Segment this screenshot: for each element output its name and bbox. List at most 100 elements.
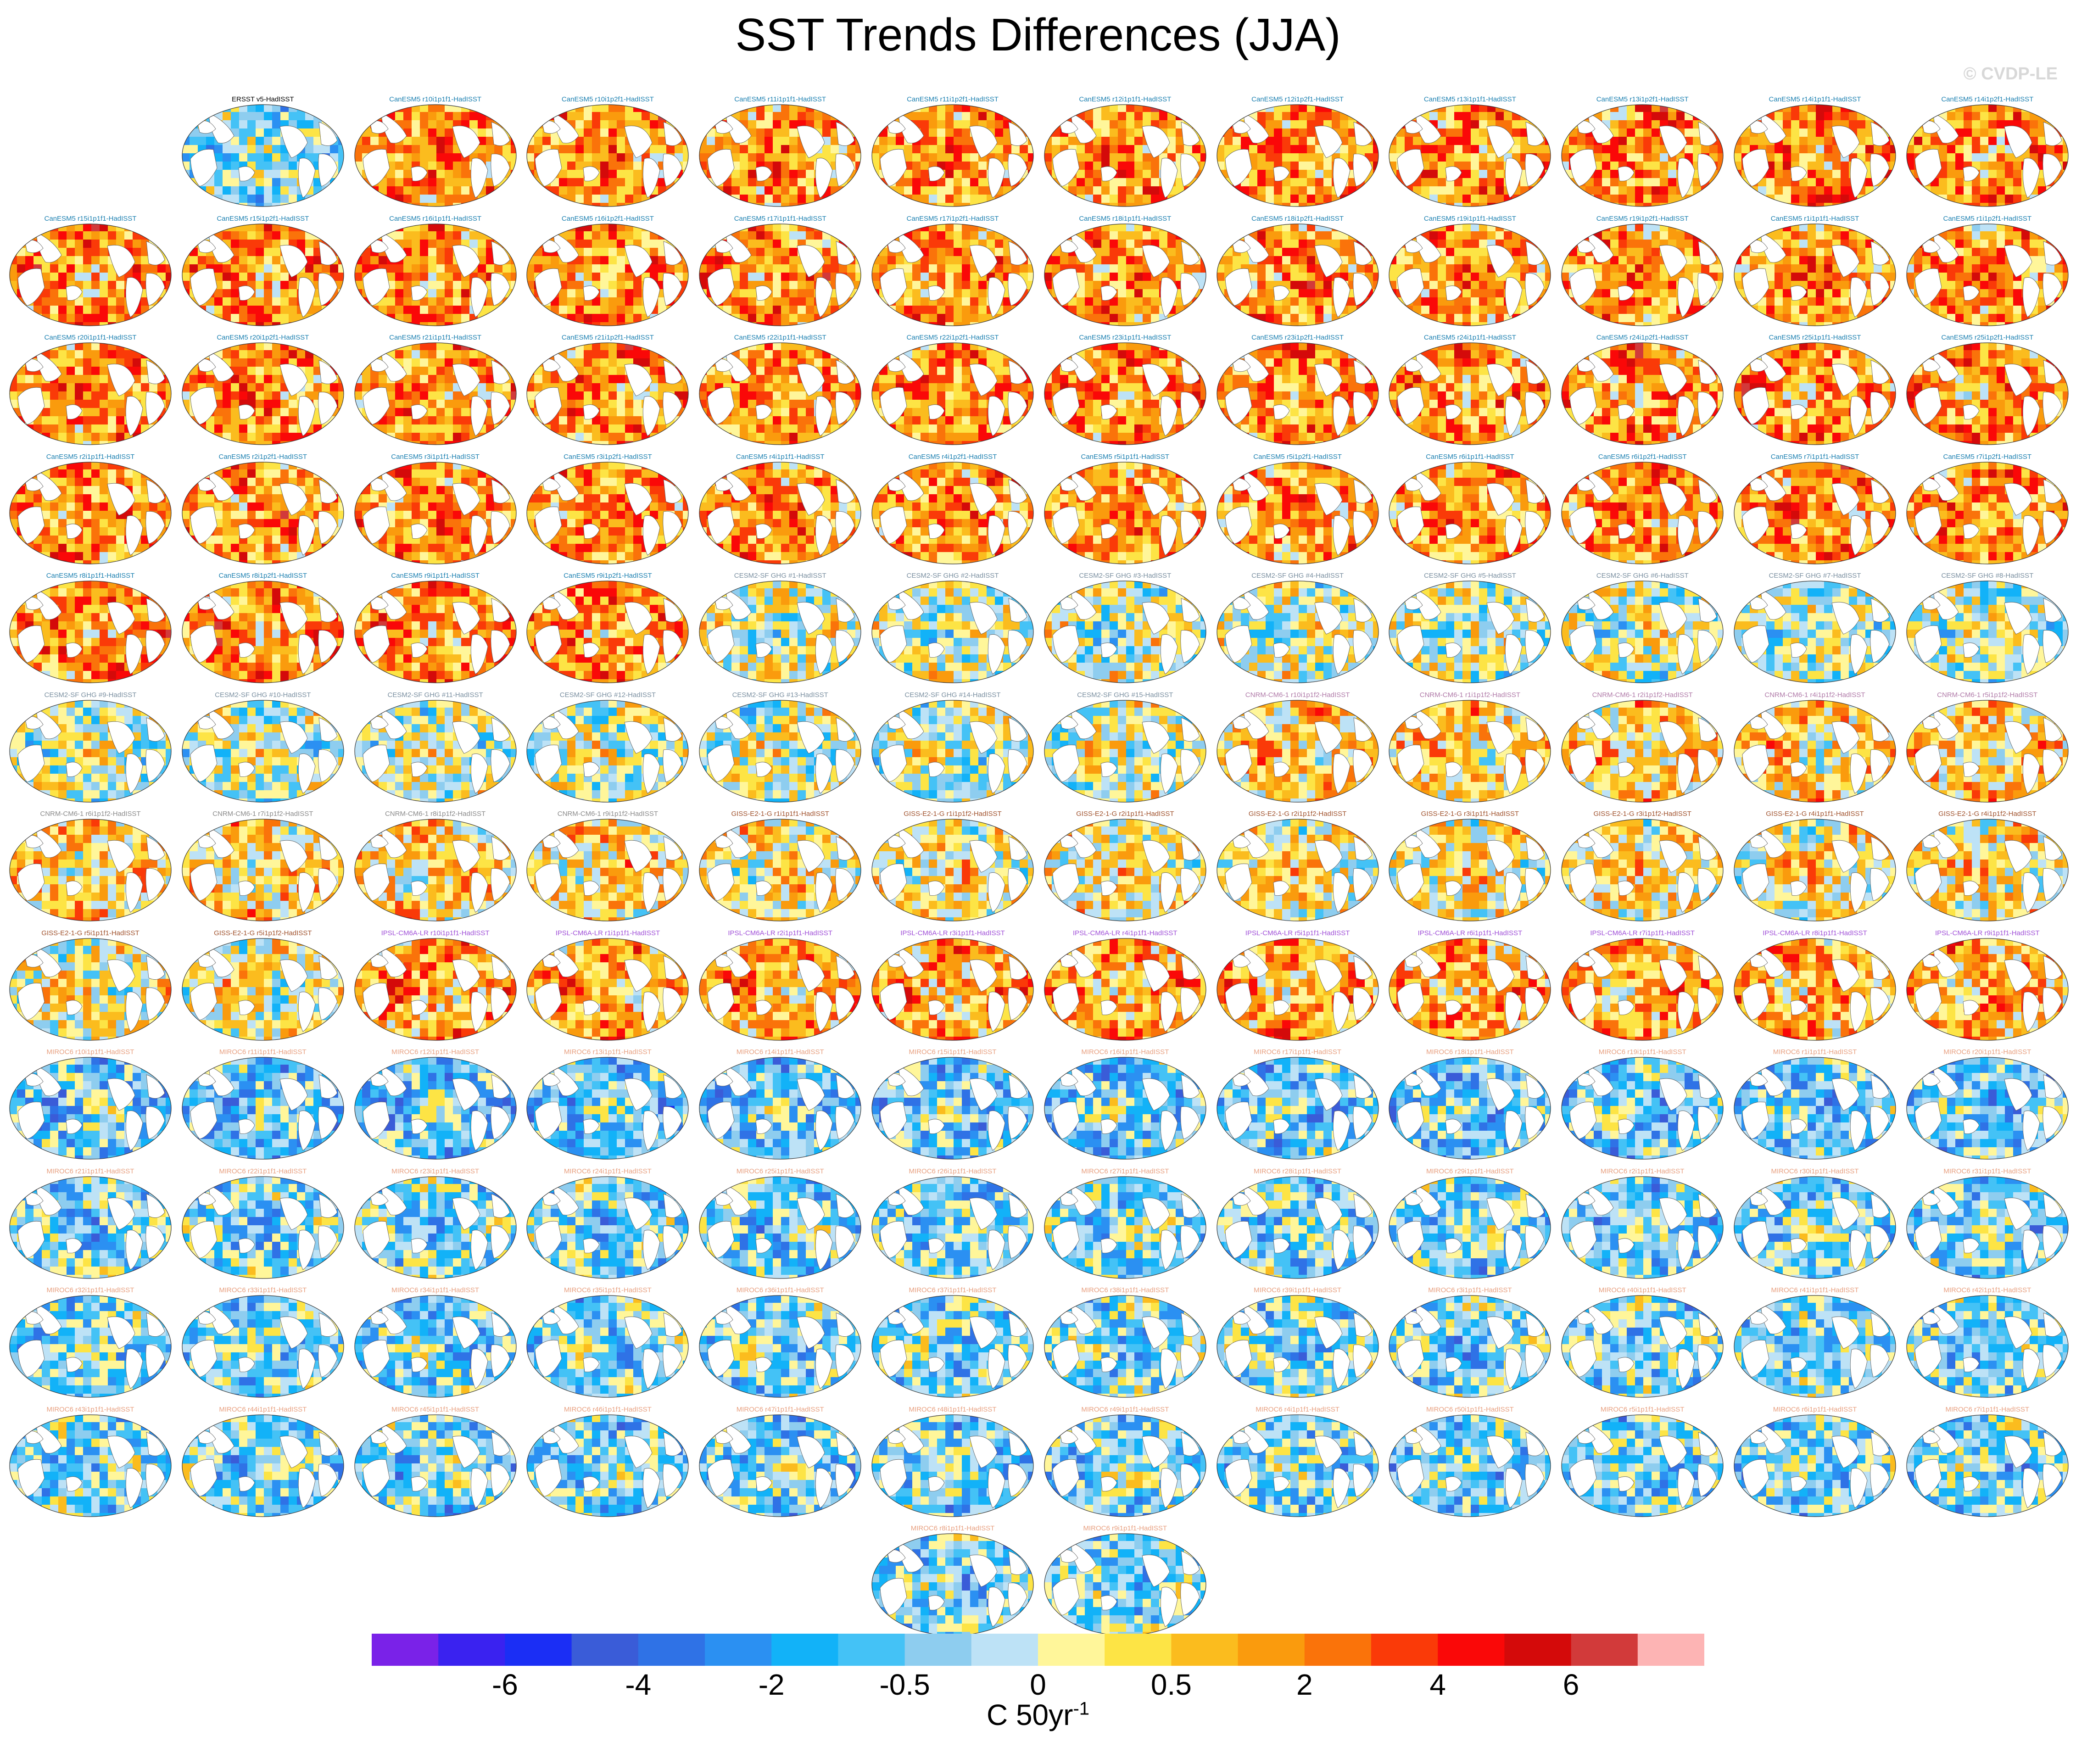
map-plot bbox=[1044, 1414, 1206, 1517]
panel-label: CanESM5 r8i1p2f1-HadISST bbox=[179, 572, 347, 580]
map-plot bbox=[1389, 699, 1551, 803]
map-plot bbox=[1734, 1057, 1896, 1160]
panel-label: IPSL-CM6A-LR r4i1p1f1-HadISST bbox=[1041, 929, 1209, 938]
map-panel: IPSL-CM6A-LR r10i1p1f1-HadISST bbox=[352, 929, 519, 1042]
map-panel: CanESM5 r15i1p2f1-HadISST bbox=[179, 215, 347, 328]
map-panel: CanESM5 r14i1p1f1-HadISST bbox=[1731, 95, 1899, 208]
panel-label: CESM2-SF GHG #14-HadISST bbox=[869, 691, 1037, 699]
panel-label: CESM2-SF GHG #13-HadISST bbox=[696, 691, 864, 699]
map-plot bbox=[699, 104, 861, 207]
map-panel: CanESM5 r2i1p1f1-HadISST bbox=[6, 453, 174, 566]
map-plot bbox=[182, 461, 344, 564]
map-plot bbox=[526, 819, 689, 921]
map-panel: CanESM5 r3i1p1f1-HadISST bbox=[352, 453, 519, 566]
map-panel: MIROC6 r16i1p1f1-HadISST bbox=[1041, 1048, 1209, 1161]
panel-label: GISS-E2-1-G r1i1p1f1-HadISST bbox=[696, 810, 864, 818]
map-panel: MIROC6 r20i1p1f1-HadISST bbox=[1903, 1048, 2071, 1161]
map-panel: GISS-E2-1-G r2i1p1f1-HadISST bbox=[1041, 810, 1209, 923]
map-plot bbox=[526, 1414, 689, 1517]
map-plot bbox=[1044, 1533, 1206, 1636]
map-plot bbox=[354, 938, 517, 1041]
panel-label: CanESM5 r21i1p2f1-HadISST bbox=[524, 334, 692, 342]
panel-label: CNRM-CM6-1 r4i1p1f2-HadISST bbox=[1731, 691, 1899, 699]
map-panel: GISS-E2-1-G r3i1p1f1-HadISST bbox=[1386, 810, 1554, 923]
map-panel: IPSL-CM6A-LR r9i1p1f1-HadISST bbox=[1903, 929, 2071, 1042]
map-plot bbox=[871, 819, 1034, 921]
map-panel: CESM2-SF GHG #8-HadISST bbox=[1903, 572, 2071, 685]
panel-label: CanESM5 r18i1p1f1-HadISST bbox=[1041, 215, 1209, 223]
map-panel: CESM2-SF GHG #5-HadISST bbox=[1386, 572, 1554, 685]
panel-label: MIROC6 r4i1p1f1-HadISST bbox=[1214, 1406, 1382, 1414]
panel-label: CanESM5 r9i1p2f1-HadISST bbox=[524, 572, 692, 580]
panel-label: CNRM-CM6-1 r10i1p1f2-HadISST bbox=[1214, 691, 1382, 699]
colorbar-swatch bbox=[505, 1634, 572, 1666]
map-panel: MIROC6 r43i1p1f1-HadISST bbox=[6, 1406, 174, 1518]
map-plot bbox=[182, 1176, 344, 1279]
panel-label: GISS-E2-1-G r5i1p1f1-HadISST bbox=[6, 929, 174, 938]
colorbar-swatch bbox=[1504, 1634, 1572, 1666]
map-panel: CanESM5 r16i1p2f1-HadISST bbox=[524, 215, 692, 328]
map-panel: CNRM-CM6-1 r1i1p1f2-HadISST bbox=[1386, 691, 1554, 804]
map-panel: CanESM5 r4i1p1f1-HadISST bbox=[696, 453, 864, 566]
map-panel: CanESM5 r25i1p1f1-HadISST bbox=[1731, 334, 1899, 447]
panel-label: CanESM5 r4i1p1f1-HadISST bbox=[696, 453, 864, 461]
map-panel: MIROC6 r32i1p1f1-HadISST bbox=[6, 1286, 174, 1399]
panel-label: MIROC6 r9i1p1f1-HadISST bbox=[1041, 1524, 1209, 1533]
map-plot bbox=[699, 1057, 861, 1160]
panel-label: CESM2-SF GHG #7-HadISST bbox=[1731, 572, 1899, 580]
map-panel: CNRM-CM6-1 r8i1p1f2-HadISST bbox=[352, 810, 519, 923]
panel-label: CanESM5 r10i1p2f1-HadISST bbox=[524, 95, 692, 104]
map-panel: CESM2-SF GHG #4-HadISST bbox=[1214, 572, 1382, 685]
map-plot bbox=[1561, 581, 1724, 683]
colorbar-unit-base: C 50yr bbox=[987, 1698, 1073, 1731]
map-panel: CanESM5 r13i1p2f1-HadISST bbox=[1558, 95, 1726, 208]
map-plot bbox=[1389, 1176, 1551, 1279]
panel-label: MIROC6 r41i1p1f1-HadISST bbox=[1731, 1286, 1899, 1295]
map-plot bbox=[1389, 461, 1551, 564]
colorbar-swatches bbox=[372, 1634, 1704, 1666]
panel-label: CESM2-SF GHG #8-HadISST bbox=[1903, 572, 2071, 580]
map-plot bbox=[871, 938, 1034, 1041]
map-panel: MIROC6 r15i1p1f1-HadISST bbox=[869, 1048, 1037, 1161]
panel-label: CanESM5 r19i1p1f1-HadISST bbox=[1386, 215, 1554, 223]
map-panel: MIROC6 r18i1p1f1-HadISST bbox=[1386, 1048, 1554, 1161]
map-panel: MIROC6 r36i1p1f1-HadISST bbox=[696, 1286, 864, 1399]
map-panel: GISS-E2-1-G r5i1p1f2-HadISST bbox=[179, 929, 347, 1042]
panel-label: MIROC6 r43i1p1f1-HadISST bbox=[6, 1406, 174, 1414]
map-plot bbox=[354, 223, 517, 326]
map-plot bbox=[182, 342, 344, 445]
map-plot bbox=[1906, 104, 2069, 207]
panel-label: MIROC6 r30i1p1f1-HadISST bbox=[1731, 1167, 1899, 1176]
map-plot bbox=[1044, 938, 1206, 1041]
map-plot bbox=[1906, 1414, 2069, 1517]
panel-label: CanESM5 r2i1p1f1-HadISST bbox=[6, 453, 174, 461]
panel-label: MIROC6 r5i1p1f1-HadISST bbox=[1558, 1406, 1726, 1414]
map-panel: MIROC6 r46i1p1f1-HadISST bbox=[524, 1406, 692, 1518]
map-panel: CESM2-SF GHG #15-HadISST bbox=[1041, 691, 1209, 804]
map-panel: CanESM5 r16i1p1f1-HadISST bbox=[352, 215, 519, 328]
panel-label: CanESM5 r14i1p1f1-HadISST bbox=[1731, 95, 1899, 104]
map-panel: CanESM5 r21i1p2f1-HadISST bbox=[524, 334, 692, 447]
map-panel: CanESM5 r23i1p2f1-HadISST bbox=[1214, 334, 1382, 447]
map-panel: MIROC6 r22i1p1f1-HadISST bbox=[179, 1167, 347, 1280]
map-plot bbox=[871, 104, 1034, 207]
map-plot bbox=[1734, 699, 1896, 803]
panel-label: CanESM5 r16i1p2f1-HadISST bbox=[524, 215, 692, 223]
map-plot bbox=[871, 342, 1034, 445]
map-panel: IPSL-CM6A-LR r7i1p1f1-HadISST bbox=[1558, 929, 1726, 1042]
map-plot bbox=[1044, 581, 1206, 683]
panel-label: CanESM5 r9i1p1f1-HadISST bbox=[352, 572, 519, 580]
map-panel: MIROC6 r25i1p1f1-HadISST bbox=[696, 1167, 864, 1280]
map-plot bbox=[871, 699, 1034, 803]
map-plot bbox=[1216, 1057, 1379, 1160]
map-plot bbox=[1906, 1295, 2069, 1398]
colorbar-swatch bbox=[1637, 1634, 1704, 1666]
map-plot bbox=[1216, 581, 1379, 683]
colorbar-swatch bbox=[971, 1634, 1038, 1666]
map-plot bbox=[182, 223, 344, 326]
map-plot bbox=[1216, 699, 1379, 803]
map-plot bbox=[1389, 581, 1551, 683]
panel-label: CESM2-SF GHG #1-HadISST bbox=[696, 572, 864, 580]
panel-label: MIROC6 r42i1p1f1-HadISST bbox=[1903, 1286, 2071, 1295]
panel-label: MIROC6 r25i1p1f1-HadISST bbox=[696, 1167, 864, 1176]
